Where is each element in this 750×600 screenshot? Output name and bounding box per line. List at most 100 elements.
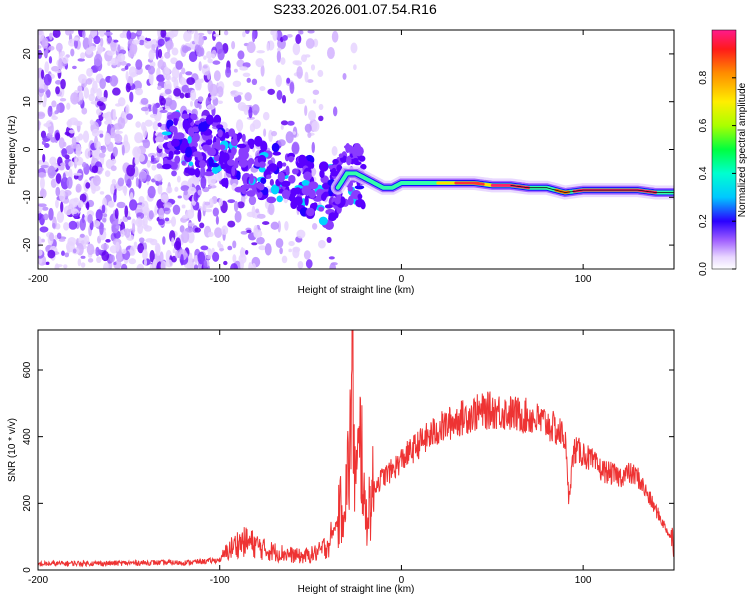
spectrogram-noise-blob xyxy=(114,208,119,220)
spectrogram-ridge-blob xyxy=(181,160,186,166)
spectrogram-noise-blob xyxy=(171,47,179,56)
spectrogram-noise-blob xyxy=(101,204,106,214)
spectrogram-ridge-blob xyxy=(211,166,219,174)
spectrogram-noise-blob xyxy=(157,38,165,47)
spectrogram-noise-blob xyxy=(93,35,101,45)
spectrogram-noise-blob xyxy=(193,264,199,269)
spectrogram-noise-blob xyxy=(103,262,110,269)
spectrogram-noise-blob xyxy=(150,76,154,86)
spectrogram-noise-blob xyxy=(263,128,267,137)
spectrogram-noise-blob xyxy=(121,248,127,255)
spectrogram-ridge-blob xyxy=(346,155,352,166)
spectrogram-ridge-blob xyxy=(288,174,296,184)
spectrogram-noise-blob xyxy=(289,81,295,94)
spectrogram-ridge-blob xyxy=(338,153,344,158)
spectrogram-noise-blob xyxy=(232,240,237,249)
spectrogram-ridge-blob xyxy=(187,135,192,144)
spectrogram-noise-blob xyxy=(282,35,288,41)
spectrogram-ridge-blob xyxy=(169,161,178,170)
spectrogram-noise-blob xyxy=(259,86,266,91)
spectrogram-noise-blob xyxy=(179,92,185,99)
spectrogram-noise-blob xyxy=(173,87,182,97)
spectrogram-noise-blob xyxy=(80,52,86,59)
spectrogram-noise-blob xyxy=(233,200,239,212)
spectrogram-noise-blob xyxy=(180,185,190,192)
spectrogram-ridge-blob xyxy=(241,184,251,190)
spectrogram-noise-blob xyxy=(297,261,304,269)
spectrogram-ridge-blob xyxy=(202,144,211,152)
spectrogram-noise-blob xyxy=(304,123,312,133)
spectrogram-noise-blob xyxy=(209,83,218,97)
spectrogram-noise-blob xyxy=(171,237,175,247)
spectrogram-noise-blob xyxy=(262,221,270,226)
spectrogram-noise-blob xyxy=(181,230,190,244)
spectrogram-noise-blob xyxy=(68,38,76,47)
spectrogram-noise-blob xyxy=(38,235,42,248)
spectrogram-noise-blob xyxy=(227,220,236,228)
spectrogram-noise-blob xyxy=(160,194,169,203)
spectrogram-noise-blob xyxy=(43,93,47,104)
spectrogram-noise-blob xyxy=(87,258,94,263)
spectrogram-noise-blob xyxy=(164,88,172,95)
spectrogram-noise-blob xyxy=(71,136,77,146)
spectrogram-noise-blob xyxy=(240,230,248,235)
spectrogram-ridge-blob xyxy=(258,161,266,168)
spectrogram-noise-blob xyxy=(162,236,166,245)
spectrogram-noise-blob xyxy=(129,91,134,103)
spectrogram-noise-blob xyxy=(59,189,66,202)
spectrogram-noise-blob xyxy=(55,86,60,95)
spectrogram-noise-blob xyxy=(187,186,197,195)
spectrogram-ridge-blob xyxy=(163,157,168,164)
spectrogram-noise-blob xyxy=(113,190,117,203)
spectrogram-noise-blob xyxy=(104,132,111,145)
spectrogram-noise-blob xyxy=(109,254,115,263)
spectrogram-noise-blob xyxy=(51,65,60,72)
spectrogram-noise-blob xyxy=(157,59,165,70)
spectrogram-noise-blob xyxy=(89,119,94,126)
spectrogram-ridge-blob xyxy=(217,129,223,138)
spectrogram-noise-blob xyxy=(48,45,55,51)
spectrogram-ytick-label: 0 xyxy=(22,146,33,152)
spectrogram-noise-blob xyxy=(114,133,123,144)
spectrogram-ridge-blob xyxy=(173,149,181,155)
spectrogram-noise-blob xyxy=(232,80,242,87)
spectrogram-noise-blob xyxy=(42,206,49,211)
spectrogram-ridge-blob xyxy=(271,142,280,153)
colorbar-tick-label: 0.0 xyxy=(698,262,709,276)
spectrogram-noise-blob xyxy=(296,66,303,79)
spectrogram-noise-blob xyxy=(175,237,181,250)
spectrogram-noise-blob xyxy=(203,55,207,60)
spectrogram-noise-blob xyxy=(104,31,113,36)
spectrogram-noise-blob xyxy=(47,165,56,179)
spectrogram-noise-blob xyxy=(158,143,164,150)
spectrogram-noise-blob xyxy=(217,100,223,104)
spectrogram-noise-blob xyxy=(206,70,211,81)
spectrogram-ridge-blob xyxy=(249,143,255,150)
spectrogram-noise-blob xyxy=(103,213,108,218)
spectrogram-ridge-blob xyxy=(308,189,316,199)
spectrogram-noise-blob xyxy=(260,64,265,77)
spectrogram-noise-blob xyxy=(230,90,239,98)
spectrogram-noise-blob xyxy=(206,51,212,59)
spectrogram-ridge-blob xyxy=(166,119,174,127)
spectrogram-ridge-blob xyxy=(210,162,220,168)
spectrogram-noise-blob xyxy=(65,30,71,36)
spectrogram-ridge-blob xyxy=(220,163,226,170)
snr-ytick-label: 200 xyxy=(22,495,33,512)
spectrogram-noise-blob xyxy=(96,256,102,264)
spectrogram-noise-blob xyxy=(292,42,301,56)
spectrogram-noise-blob xyxy=(73,120,83,126)
spectrogram-ridge-blob xyxy=(260,177,267,185)
spectrogram-noise-blob xyxy=(138,237,145,243)
spectrogram-noise-blob xyxy=(270,221,280,230)
spectrogram-noise-blob xyxy=(117,177,125,187)
spectrogram-noise-blob xyxy=(197,189,202,196)
spectrogram-noise-blob xyxy=(234,211,242,223)
spectrogram-noise-blob xyxy=(149,113,158,118)
spectrogram-noise-blob xyxy=(199,222,205,229)
spectrogram-noise-blob xyxy=(181,67,186,75)
spectrogram-noise-blob xyxy=(78,91,84,100)
spectrogram-noise-blob xyxy=(127,216,132,220)
spectrogram-ridge-blob xyxy=(237,132,243,140)
spectrogram-ridge-blob xyxy=(192,132,200,143)
